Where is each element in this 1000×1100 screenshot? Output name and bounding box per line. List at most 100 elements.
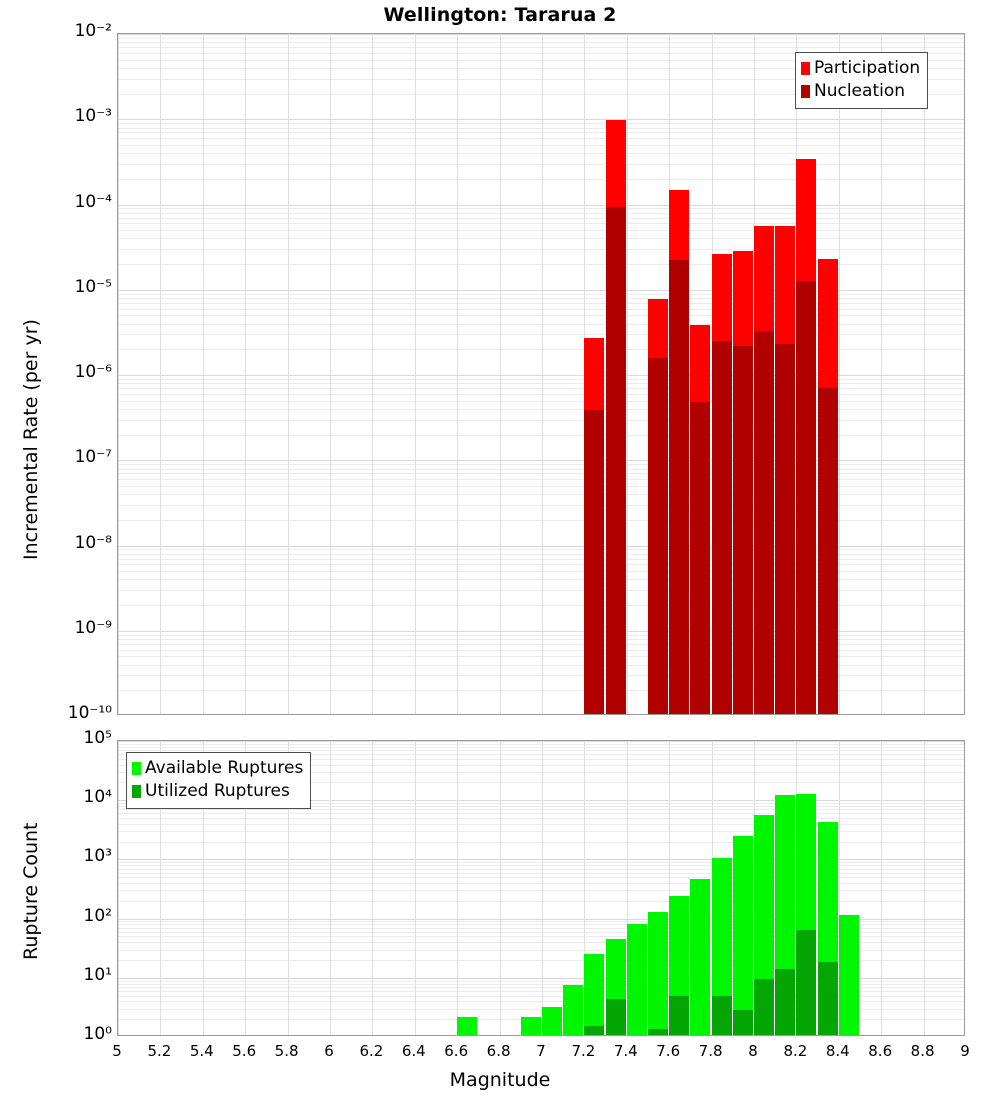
gridline-h [118, 639, 964, 640]
gridline-h [118, 873, 964, 874]
y-tick-label: 10⁻¹⁰ [67, 703, 112, 723]
gridline-h [118, 984, 964, 985]
gridline-v [669, 741, 670, 1035]
incremental-rate-panel [117, 33, 965, 715]
bar-segment-available [733, 836, 753, 1035]
y-tick-label: 10⁰ [83, 1024, 112, 1044]
gridline-v [330, 741, 331, 1035]
gridline-h [118, 179, 964, 180]
y-tick-label: 10⁻⁵ [74, 276, 112, 297]
gridline-h [118, 754, 964, 755]
gridline-h [118, 605, 964, 606]
gridline-h [118, 690, 964, 691]
gridline-h [118, 981, 964, 982]
bar-segment-utilized [754, 978, 774, 1035]
gridline-h [118, 859, 964, 860]
x-tick-label: 8 [748, 1042, 758, 1060]
gridline-h [118, 806, 964, 807]
y-tick-label: 10⁻² [74, 21, 112, 41]
bar-segment-utilized [712, 996, 732, 1035]
gridline-h [118, 765, 964, 766]
gridline-h [118, 309, 964, 310]
x-tick-label: 5.2 [147, 1042, 172, 1060]
bar [796, 159, 816, 714]
gridline-v [160, 741, 161, 1035]
bar-segment-nucleation [733, 345, 753, 714]
gridline-h [118, 60, 964, 61]
y-tick-label: 10² [83, 905, 112, 926]
gridline-h [118, 505, 964, 506]
gridline-h [118, 223, 964, 224]
x-tick-label: 6.8 [486, 1042, 511, 1060]
bar [818, 258, 838, 714]
gridline-h [118, 631, 964, 632]
x-tick-label: 8.8 [910, 1042, 935, 1060]
bar-segment-utilized [733, 1010, 753, 1035]
gridline-h [118, 394, 964, 395]
x-tick-label: 8.6 [868, 1042, 893, 1060]
legend-rates: Participation Nucleation [795, 52, 929, 109]
y-tick-label: 10⁴ [83, 787, 112, 808]
x-tick-label: 7.8 [698, 1042, 723, 1060]
gridline-h [118, 123, 964, 124]
gridline-h [118, 675, 964, 676]
gridline-v [457, 34, 458, 714]
gridline-h [118, 128, 964, 129]
bar-segment-available [648, 911, 668, 1035]
bottom-y-axis-title: Rupture Count [20, 822, 42, 961]
gridline-h [118, 919, 964, 920]
bar [775, 794, 795, 1035]
gridline-h [118, 249, 964, 250]
gridline-v [457, 741, 458, 1035]
legend-label-utilized-ruptures: Utilized Ruptures [145, 781, 290, 801]
legend-label-participation: Participation [814, 58, 921, 78]
bar-segment-nucleation [669, 260, 689, 714]
gridline-h [118, 132, 964, 133]
gridline-h [118, 960, 964, 961]
gridline-h [118, 813, 964, 814]
bar-segment-nucleation [754, 331, 774, 714]
bar-segment-available [542, 1006, 562, 1035]
x-tick-label: 7.2 [571, 1042, 596, 1060]
gridline-h [118, 119, 964, 120]
gridline-v [500, 741, 501, 1035]
bar-segment-utilized [584, 1026, 604, 1035]
gridline-v [330, 34, 331, 714]
gridline-h [118, 590, 964, 591]
bar [627, 924, 647, 1035]
bar [754, 226, 774, 714]
bar-segment-nucleation [712, 340, 732, 714]
y-tick-label: 10⁻⁶ [74, 362, 112, 382]
bar-segment-available [690, 879, 710, 1035]
gridline-h [118, 145, 964, 146]
gridline-h [118, 800, 964, 801]
gridline-v [288, 741, 289, 1035]
bar [521, 1017, 541, 1035]
bar [712, 857, 732, 1035]
bar-segment-available [563, 984, 583, 1035]
y-tick-label: 10⁻⁹ [74, 617, 112, 638]
gridline-v [584, 741, 585, 1035]
y-tick-label: 10⁻⁴ [74, 191, 112, 212]
bar-segment-available [457, 1017, 477, 1035]
gridline-h [118, 991, 964, 992]
gridline-h [118, 744, 964, 745]
gridline-h [118, 818, 964, 819]
bar [669, 896, 689, 1035]
gridline-h [118, 435, 964, 436]
gridline-h [118, 34, 964, 35]
gridline-h [118, 932, 964, 933]
gridline-h [118, 942, 964, 943]
gridline-h [118, 571, 964, 572]
y-tick-label: 10⁻⁸ [74, 532, 112, 553]
legend-swatch-nucleation [801, 85, 810, 98]
gridline-v [839, 741, 840, 1035]
gridline-v [245, 741, 246, 1035]
gridline-h [118, 460, 964, 461]
gridline-h [118, 164, 964, 165]
gridline-h [118, 741, 964, 742]
bar-segment-available [584, 954, 604, 1035]
bottom-plot-area [118, 741, 964, 1035]
bar-segment-utilized [606, 999, 626, 1035]
legend-label-available-ruptures: Available Ruptures [145, 758, 304, 778]
